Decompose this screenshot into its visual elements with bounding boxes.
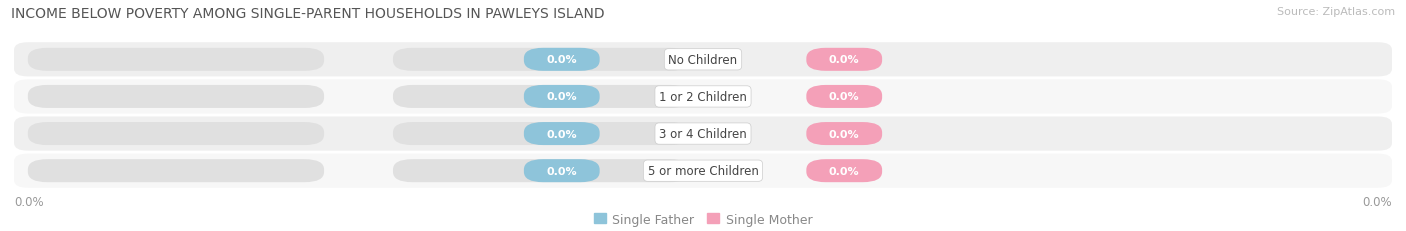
Legend: Single Father, Single Mother: Single Father, Single Mother xyxy=(589,208,817,231)
FancyBboxPatch shape xyxy=(524,159,599,182)
Text: INCOME BELOW POVERTY AMONG SINGLE-PARENT HOUSEHOLDS IN PAWLEYS ISLAND: INCOME BELOW POVERTY AMONG SINGLE-PARENT… xyxy=(11,7,605,21)
Text: 0.0%: 0.0% xyxy=(547,166,576,176)
Text: 0.0%: 0.0% xyxy=(830,92,859,102)
FancyBboxPatch shape xyxy=(524,122,599,146)
FancyBboxPatch shape xyxy=(807,159,882,182)
FancyBboxPatch shape xyxy=(392,159,689,182)
Text: 0.0%: 0.0% xyxy=(1362,195,1392,208)
Text: 0.0%: 0.0% xyxy=(14,195,44,208)
FancyBboxPatch shape xyxy=(524,85,599,109)
Text: 5 or more Children: 5 or more Children xyxy=(648,164,758,177)
FancyBboxPatch shape xyxy=(14,80,1392,114)
FancyBboxPatch shape xyxy=(28,85,323,109)
Text: 0.0%: 0.0% xyxy=(830,166,859,176)
FancyBboxPatch shape xyxy=(807,85,882,109)
FancyBboxPatch shape xyxy=(392,49,689,72)
FancyBboxPatch shape xyxy=(14,43,1392,77)
Text: No Children: No Children xyxy=(668,54,738,67)
Text: 1 or 2 Children: 1 or 2 Children xyxy=(659,91,747,103)
Text: 0.0%: 0.0% xyxy=(830,55,859,65)
FancyBboxPatch shape xyxy=(28,49,323,72)
FancyBboxPatch shape xyxy=(14,117,1392,151)
FancyBboxPatch shape xyxy=(28,122,323,146)
FancyBboxPatch shape xyxy=(807,122,882,146)
Text: 0.0%: 0.0% xyxy=(547,129,576,139)
FancyBboxPatch shape xyxy=(14,154,1392,188)
FancyBboxPatch shape xyxy=(524,49,599,72)
Text: 0.0%: 0.0% xyxy=(830,129,859,139)
Text: 3 or 4 Children: 3 or 4 Children xyxy=(659,128,747,140)
FancyBboxPatch shape xyxy=(392,122,689,146)
Text: Source: ZipAtlas.com: Source: ZipAtlas.com xyxy=(1277,7,1395,17)
Text: 0.0%: 0.0% xyxy=(547,92,576,102)
Text: 0.0%: 0.0% xyxy=(547,55,576,65)
FancyBboxPatch shape xyxy=(807,49,882,72)
FancyBboxPatch shape xyxy=(392,85,689,109)
FancyBboxPatch shape xyxy=(28,159,323,182)
